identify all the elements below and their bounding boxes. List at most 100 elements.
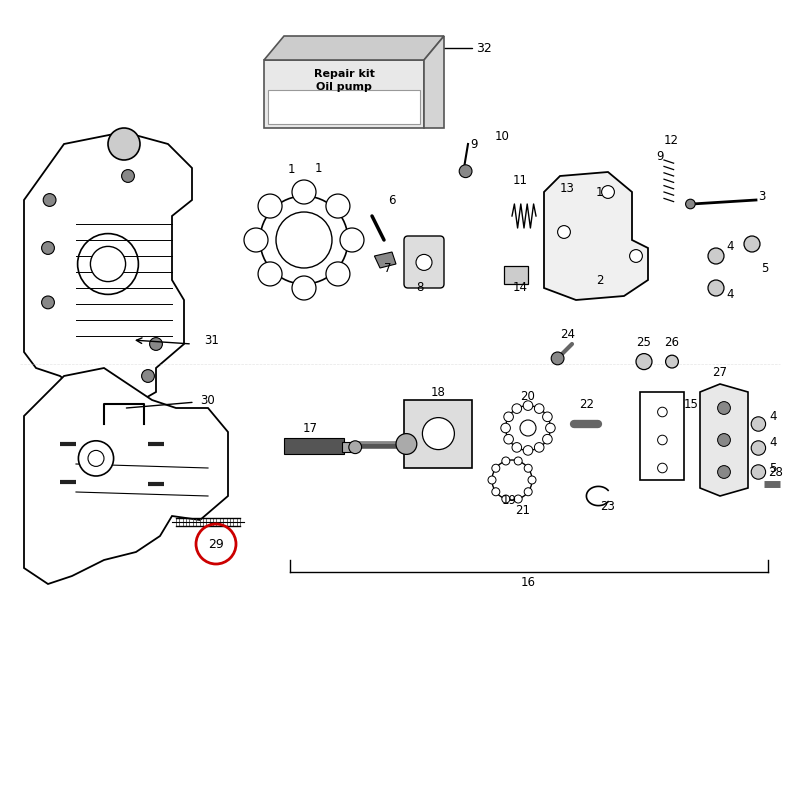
Text: Repair kit
Oil pump: Repair kit Oil pump bbox=[314, 69, 374, 92]
Text: 25: 25 bbox=[637, 336, 651, 349]
Circle shape bbox=[751, 441, 766, 455]
PathPatch shape bbox=[24, 132, 192, 408]
PathPatch shape bbox=[700, 384, 748, 496]
Circle shape bbox=[142, 370, 154, 382]
Text: 9: 9 bbox=[656, 150, 663, 163]
Text: 3: 3 bbox=[758, 190, 766, 203]
Text: 17: 17 bbox=[303, 422, 318, 435]
Circle shape bbox=[751, 465, 766, 479]
Circle shape bbox=[492, 464, 500, 472]
Circle shape bbox=[488, 476, 496, 484]
FancyBboxPatch shape bbox=[264, 60, 424, 128]
Circle shape bbox=[78, 441, 114, 476]
Circle shape bbox=[708, 248, 724, 264]
Text: 16: 16 bbox=[521, 576, 535, 590]
FancyBboxPatch shape bbox=[404, 400, 472, 468]
Circle shape bbox=[524, 488, 532, 496]
FancyBboxPatch shape bbox=[504, 266, 528, 284]
Polygon shape bbox=[264, 36, 444, 60]
Circle shape bbox=[514, 457, 522, 465]
Circle shape bbox=[122, 170, 134, 182]
Text: 23: 23 bbox=[601, 501, 615, 514]
Text: 28: 28 bbox=[769, 466, 783, 479]
Text: 8: 8 bbox=[416, 282, 424, 294]
Text: 9: 9 bbox=[470, 138, 478, 151]
Circle shape bbox=[258, 262, 282, 286]
Circle shape bbox=[506, 406, 550, 450]
Circle shape bbox=[534, 442, 544, 452]
Text: 6: 6 bbox=[388, 194, 395, 207]
Circle shape bbox=[504, 434, 514, 444]
Circle shape bbox=[751, 417, 766, 431]
Text: 19: 19 bbox=[502, 494, 516, 507]
Text: 22: 22 bbox=[579, 398, 594, 411]
Text: 1: 1 bbox=[288, 163, 295, 176]
Text: 4: 4 bbox=[726, 288, 734, 301]
Circle shape bbox=[349, 441, 362, 454]
Circle shape bbox=[558, 226, 570, 238]
Text: 31: 31 bbox=[204, 334, 219, 346]
Circle shape bbox=[524, 464, 532, 472]
Text: 24: 24 bbox=[561, 328, 575, 341]
Circle shape bbox=[492, 488, 500, 496]
Circle shape bbox=[276, 212, 332, 268]
Circle shape bbox=[542, 412, 552, 422]
Text: 5: 5 bbox=[770, 462, 777, 475]
Text: 5: 5 bbox=[762, 262, 769, 275]
Text: 2: 2 bbox=[596, 274, 603, 287]
Text: 15: 15 bbox=[684, 398, 699, 411]
Circle shape bbox=[42, 242, 54, 254]
Circle shape bbox=[512, 442, 522, 452]
FancyBboxPatch shape bbox=[342, 442, 357, 452]
Circle shape bbox=[542, 434, 552, 444]
Circle shape bbox=[658, 407, 667, 417]
Text: 4: 4 bbox=[726, 240, 734, 253]
Circle shape bbox=[666, 355, 678, 368]
Circle shape bbox=[630, 250, 642, 262]
Circle shape bbox=[326, 194, 350, 218]
Text: 11: 11 bbox=[513, 174, 527, 187]
Circle shape bbox=[260, 196, 348, 284]
Text: 26: 26 bbox=[665, 336, 679, 349]
Circle shape bbox=[42, 296, 54, 309]
Circle shape bbox=[340, 228, 364, 252]
FancyBboxPatch shape bbox=[404, 236, 444, 288]
Circle shape bbox=[108, 128, 140, 160]
Circle shape bbox=[244, 228, 268, 252]
Polygon shape bbox=[424, 36, 444, 128]
Circle shape bbox=[520, 420, 536, 436]
Circle shape bbox=[326, 262, 350, 286]
Circle shape bbox=[292, 276, 316, 300]
FancyBboxPatch shape bbox=[268, 90, 420, 124]
Circle shape bbox=[90, 246, 126, 282]
Text: 18: 18 bbox=[431, 386, 446, 399]
Circle shape bbox=[636, 354, 652, 370]
Text: 12: 12 bbox=[664, 134, 679, 147]
Circle shape bbox=[602, 186, 614, 198]
Circle shape bbox=[422, 418, 454, 450]
Text: 30: 30 bbox=[200, 394, 214, 407]
PathPatch shape bbox=[544, 172, 648, 300]
Text: 7: 7 bbox=[384, 262, 391, 275]
Polygon shape bbox=[374, 252, 396, 268]
Text: 29: 29 bbox=[208, 538, 224, 550]
Circle shape bbox=[686, 199, 695, 209]
Text: 4: 4 bbox=[770, 437, 777, 450]
Circle shape bbox=[459, 165, 472, 178]
Circle shape bbox=[43, 194, 56, 206]
Text: 14: 14 bbox=[513, 282, 527, 294]
Circle shape bbox=[718, 402, 730, 414]
Circle shape bbox=[718, 434, 730, 446]
PathPatch shape bbox=[24, 368, 228, 584]
Text: 27: 27 bbox=[713, 366, 727, 379]
Circle shape bbox=[523, 401, 533, 410]
Circle shape bbox=[292, 180, 316, 204]
Text: 10: 10 bbox=[494, 130, 510, 143]
Circle shape bbox=[528, 476, 536, 484]
Text: 20: 20 bbox=[521, 390, 535, 403]
Circle shape bbox=[551, 352, 564, 365]
Circle shape bbox=[88, 450, 104, 466]
Circle shape bbox=[658, 463, 667, 473]
Circle shape bbox=[501, 423, 510, 433]
Circle shape bbox=[534, 404, 544, 414]
